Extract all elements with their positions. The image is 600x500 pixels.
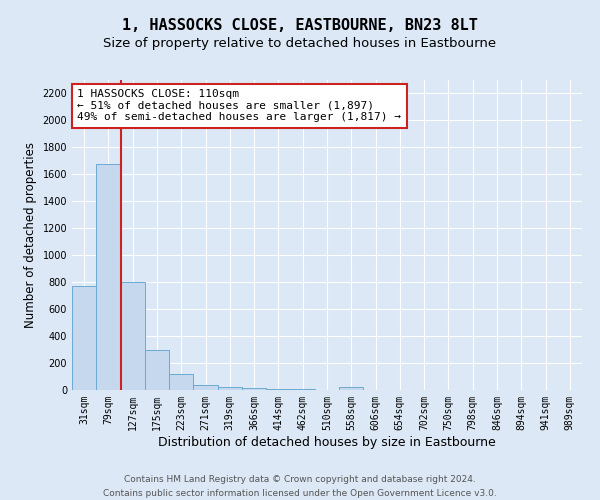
Bar xyxy=(72,286,96,390)
Bar xyxy=(339,388,364,390)
Bar xyxy=(218,387,242,390)
Text: 1 HASSOCKS CLOSE: 110sqm
← 51% of detached houses are smaller (1,897)
49% of sem: 1 HASSOCKS CLOSE: 110sqm ← 51% of detach… xyxy=(77,90,401,122)
Bar xyxy=(145,350,169,390)
X-axis label: Distribution of detached houses by size in Eastbourne: Distribution of detached houses by size … xyxy=(158,436,496,448)
Bar xyxy=(169,374,193,390)
Bar xyxy=(96,164,121,390)
Text: 1, HASSOCKS CLOSE, EASTBOURNE, BN23 8LT: 1, HASSOCKS CLOSE, EASTBOURNE, BN23 8LT xyxy=(122,18,478,32)
Y-axis label: Number of detached properties: Number of detached properties xyxy=(24,142,37,328)
Bar xyxy=(121,282,145,390)
Bar xyxy=(242,388,266,390)
Bar xyxy=(193,384,218,390)
Text: Size of property relative to detached houses in Eastbourne: Size of property relative to detached ho… xyxy=(103,38,497,51)
Text: Contains HM Land Registry data © Crown copyright and database right 2024.
Contai: Contains HM Land Registry data © Crown c… xyxy=(103,476,497,498)
Bar xyxy=(266,388,290,390)
